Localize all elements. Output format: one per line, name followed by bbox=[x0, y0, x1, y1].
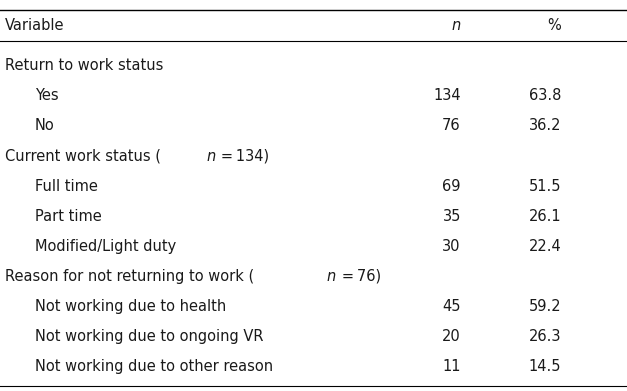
Text: %: % bbox=[547, 18, 561, 33]
Text: 76: 76 bbox=[442, 118, 461, 133]
Text: n: n bbox=[327, 269, 336, 284]
Text: 14.5: 14.5 bbox=[529, 359, 561, 374]
Text: 35: 35 bbox=[443, 209, 461, 224]
Text: 51.5: 51.5 bbox=[529, 179, 561, 194]
Text: Return to work status: Return to work status bbox=[5, 58, 164, 73]
Text: Modified/Light duty: Modified/Light duty bbox=[35, 239, 176, 254]
Text: Yes: Yes bbox=[35, 88, 59, 103]
Text: = 134): = 134) bbox=[218, 149, 270, 163]
Text: 134: 134 bbox=[433, 88, 461, 103]
Text: 59.2: 59.2 bbox=[529, 299, 561, 314]
Text: 69: 69 bbox=[442, 179, 461, 194]
Text: Current work status (: Current work status ( bbox=[5, 149, 161, 163]
Text: 22.4: 22.4 bbox=[529, 239, 561, 254]
Text: 11: 11 bbox=[442, 359, 461, 374]
Text: n: n bbox=[451, 18, 461, 33]
Text: Not working due to health: Not working due to health bbox=[35, 299, 226, 314]
Text: n: n bbox=[206, 149, 216, 163]
Text: 30: 30 bbox=[442, 239, 461, 254]
Text: 26.3: 26.3 bbox=[529, 329, 561, 344]
Text: 63.8: 63.8 bbox=[529, 88, 561, 103]
Text: Reason for not returning to work (: Reason for not returning to work ( bbox=[5, 269, 255, 284]
Text: 26.1: 26.1 bbox=[529, 209, 561, 224]
Text: Variable: Variable bbox=[5, 18, 65, 33]
Text: No: No bbox=[35, 118, 55, 133]
Text: Not working due to ongoing VR: Not working due to ongoing VR bbox=[35, 329, 263, 344]
Text: 36.2: 36.2 bbox=[529, 118, 561, 133]
Text: Not working due to other reason: Not working due to other reason bbox=[35, 359, 273, 374]
Text: = 76): = 76) bbox=[339, 269, 381, 284]
Text: 45: 45 bbox=[442, 299, 461, 314]
Text: Part time: Part time bbox=[35, 209, 102, 224]
Text: 20: 20 bbox=[442, 329, 461, 344]
Text: Full time: Full time bbox=[35, 179, 98, 194]
